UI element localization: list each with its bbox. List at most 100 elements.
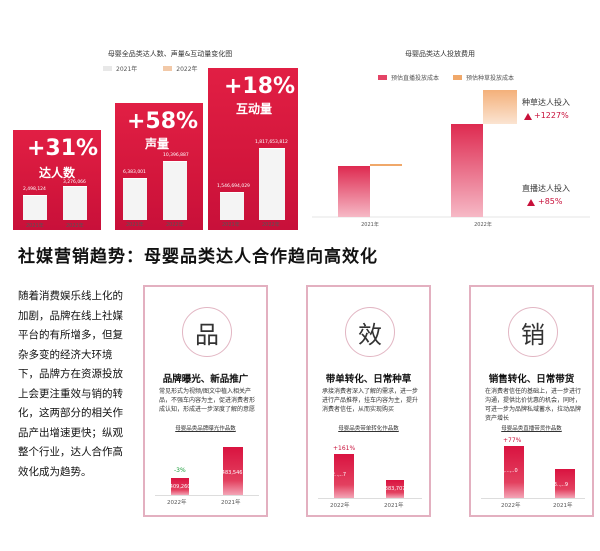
legend-item-live: 预估直播投放成本: [378, 73, 439, 82]
metric-pct: +58%: [127, 109, 199, 134]
card-axis: [318, 498, 422, 499]
metric-name: 声量: [145, 137, 170, 151]
card-brand-exposure: 品 品牌曝光、新品推广 常见形式为视频/图文中植入相关产品，不强车内容为主，促进…: [143, 285, 268, 517]
bar-value-2022: 10,396,887: [163, 153, 189, 158]
bar-year: 2022年: [330, 503, 350, 509]
bar-year: 2022年: [501, 503, 521, 509]
bar-year: 2021年: [384, 503, 404, 509]
live-pct: +85%: [538, 197, 563, 206]
bar-2022: [171, 478, 189, 495]
bar-2021: [223, 447, 243, 495]
card-char: 品: [195, 320, 219, 349]
bar-value: 2,383,707: [380, 486, 406, 492]
bar-2021: [220, 192, 244, 220]
card-subtitle: 母婴品类直播带货作品数: [501, 426, 562, 432]
bar-2022: [334, 454, 354, 498]
legend-label-2022: 2022年: [176, 66, 198, 73]
card-axis: [155, 495, 259, 496]
metric-name: 达人数: [39, 166, 76, 180]
legend-label-seed: 预估种草投放成本: [466, 75, 515, 82]
x-tick-2021: 2021年: [361, 221, 379, 228]
card-title: 品牌曝光、新品推广: [162, 374, 249, 385]
bar-year-2021: 2021年: [126, 222, 144, 228]
card-title: 带单转化、日常种草: [325, 374, 412, 385]
bar-value: 2,483,546: [217, 470, 243, 476]
bar-seed-2022: [483, 90, 517, 124]
bar-value-2022: 3,276,066: [63, 180, 86, 185]
bar-value-2021: 6,383,001: [123, 170, 146, 175]
bar-year: 2021年: [221, 500, 241, 506]
bar-value-2022: 1,817,653,812: [255, 140, 288, 145]
bar-2022: [163, 161, 187, 220]
right-chart-plot: 2021年 2022年: [312, 90, 590, 228]
bar-year-2022: 2022年: [166, 222, 184, 228]
card-title: 销售转化、日常带货: [488, 374, 575, 385]
metric-panel-creators: +31% 达人数 2,498,124 3,276,066 2021年 2022年: [13, 130, 101, 230]
x-tick-2022: 2022年: [474, 221, 492, 228]
bar-pct: +161%: [333, 445, 356, 452]
metric-pct: +18%: [224, 74, 296, 99]
bar-year-2022: 2022年: [262, 222, 280, 228]
bar-year-2021: 2021年: [26, 223, 44, 229]
bar-value-2021: 2,498,124: [23, 187, 46, 192]
legend-item-2021: 2021年: [103, 64, 137, 73]
live-label: 直播达人投入: [522, 184, 570, 193]
bar-2021: [23, 195, 47, 220]
legend-swatch-2022: [163, 66, 173, 71]
metric-name: 互动量: [236, 102, 273, 116]
left-chart-legend: 2021年 2022年: [103, 64, 198, 73]
legend-label-live: 预估直播投放成本: [391, 75, 440, 82]
metric-pct: +31%: [27, 136, 99, 161]
left-chart-title: 母婴全品类达人数、声量&互动量变化图: [107, 50, 233, 58]
sidebar-text: 随着消费娱乐线上化的加剧，品牌在线上社媒平台的有所增多，但复杂多变的经济大环境下…: [18, 290, 123, 478]
bar-value: 13,...,..0: [497, 468, 518, 474]
bar-value-2021: 1,546,694,029: [217, 184, 250, 189]
seed-pct: +1227%: [534, 111, 569, 120]
card-char-circle: 销: [508, 307, 558, 357]
bar-2021: [386, 480, 404, 498]
legend-item-2022: 2022年: [163, 64, 198, 73]
card-subtitle: 母婴品类带单转化作品数: [338, 426, 399, 432]
bar-2022: [63, 186, 87, 220]
bar-value: 7,3..,..9: [549, 482, 569, 488]
arrow-up-icon: [527, 199, 535, 206]
right-chart-legend: 预估直播投放成本 预估种草投放成本: [378, 73, 514, 82]
bar-value: 2,409,260: [165, 484, 191, 490]
card-desc: 在消费者信任的基础上，进一步进行沟通，提供比价优惠的机会，同时，可进一步为品牌私…: [485, 388, 582, 422]
card-desc: 常见形式为视频/图文中植入相关产品，不强车内容为主，促进消费者形成认知，形成进一…: [159, 388, 256, 413]
card-axis: [481, 498, 585, 499]
bar-2021: [123, 178, 147, 220]
card-desc: 承接消费者深入了解的需求，进一步进行产品推荐，挂车内容为主，提升消费者信任，从而…: [322, 388, 419, 413]
legend-swatch-2021: [103, 66, 112, 71]
card-char: 效: [358, 320, 382, 349]
legend-swatch-seed: [453, 75, 463, 80]
bar-year: 2022年: [167, 500, 187, 506]
legend-swatch-live: [378, 75, 387, 80]
card-subtitle: 母婴品类品牌曝光作品数: [175, 426, 236, 432]
card-char-circle: 效: [345, 307, 395, 357]
arrow-up-icon: [524, 113, 532, 120]
bar-pct: +77%: [503, 437, 522, 444]
metric-panel-volume: +58% 声量 6,383,001 10,396,887 2021年 2022年: [115, 103, 203, 230]
bar-live-2022: [451, 124, 483, 217]
bar-2022: [259, 148, 285, 220]
bar-value: 6,2..,..7: [327, 472, 347, 478]
bar-year-2021: 2021年: [222, 222, 240, 228]
metric-panel-engagement: +18% 互动量 1,546,694,029 1,817,653,812 202…: [208, 68, 298, 230]
bar-2021: [555, 469, 575, 498]
card-char-circle: 品: [182, 307, 232, 357]
bar-seed-2021: [370, 164, 402, 166]
card-order-conversion: 效 带单转化、日常种草 承接消费者深入了解的需求，进一步进行产品推荐，挂车内容为…: [306, 285, 431, 517]
legend-item-seed: 预估种草投放成本: [453, 73, 514, 82]
legend-label-2021: 2021年: [116, 66, 138, 73]
bar-live-2021: [338, 166, 370, 217]
bar-year-2022: 2022年: [66, 223, 84, 229]
section-title: 社媒营销趋势：母婴品类达人合作趋向高效化: [18, 247, 378, 267]
bar-pct: -3%: [174, 467, 186, 474]
bar-year: 2021年: [553, 503, 573, 509]
card-char: 销: [521, 320, 545, 349]
right-chart-title: 母婴品类达人投放费用: [405, 50, 475, 58]
seed-label: 种草达人投入: [522, 98, 570, 107]
card-sales-conversion: 销 销售转化、日常带货 在消费者信任的基础上，进一步进行沟通，提供比价优惠的机会…: [469, 285, 594, 517]
bar-2022: [504, 446, 524, 498]
